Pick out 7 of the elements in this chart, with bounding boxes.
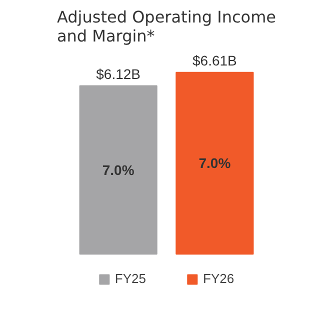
legend-label: FY25 [114, 271, 146, 286]
annotation: 7.0% [102, 162, 135, 178]
legend-label: FY26 [203, 271, 234, 286]
chart-title: Adjusted Operating Income and Margin* [56, 8, 276, 46]
annotation: 7.0% [198, 155, 232, 172]
data-label: $6.12B [96, 66, 141, 82]
data-label: $6.61B [192, 52, 237, 68]
